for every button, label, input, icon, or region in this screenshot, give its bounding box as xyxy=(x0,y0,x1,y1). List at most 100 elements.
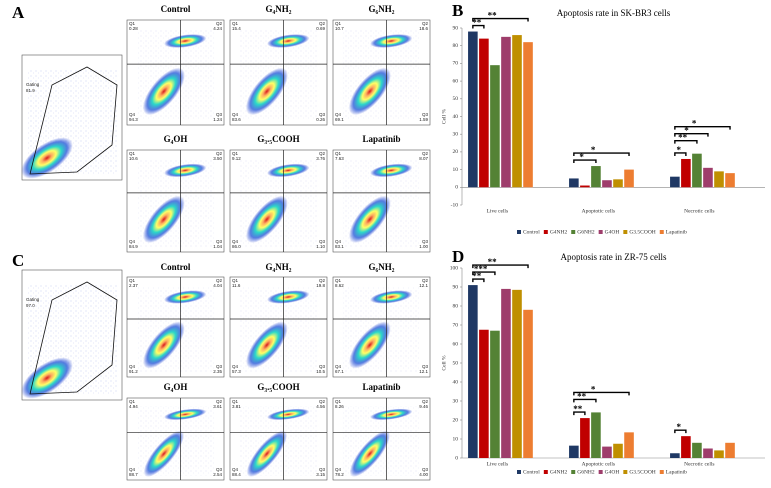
quadrant-name: Q4 xyxy=(129,364,136,369)
bar xyxy=(602,446,612,458)
quadrant-value: 12.1 xyxy=(419,283,428,288)
legend-swatch xyxy=(623,230,628,234)
significance-label: * xyxy=(692,119,697,129)
quadrant-name: Q4 xyxy=(335,364,342,369)
significance-label: * xyxy=(676,145,681,155)
bar xyxy=(624,432,634,458)
quadrant-name: Q2 xyxy=(422,399,429,404)
gating-value: 81.9 xyxy=(26,88,35,93)
quadrant-value: 9.46 xyxy=(419,404,428,409)
significance-label: * xyxy=(591,145,596,155)
quadrant-name: Q2 xyxy=(216,278,223,283)
cell-cluster xyxy=(267,163,310,178)
x-tick-label: Apoptotic cells xyxy=(582,208,615,214)
quadrant-name: Q3 xyxy=(422,467,429,472)
legend-swatch xyxy=(659,470,664,474)
y-tick-label: 50 xyxy=(453,96,459,102)
bar xyxy=(613,443,623,458)
bar xyxy=(681,436,691,458)
significance-bracket xyxy=(674,132,709,137)
plot-title: G₄OH xyxy=(164,134,188,144)
quadrant-name: Q1 xyxy=(232,151,239,156)
bar xyxy=(714,450,724,458)
plot-title: G₄NH₂ xyxy=(266,262,292,272)
cell-cluster xyxy=(164,408,207,421)
plot-title: G₆NH₂ xyxy=(369,262,395,272)
quadrant-name: Q3 xyxy=(422,239,429,244)
quadrant-name: Q2 xyxy=(319,399,326,404)
quadrant-value: 83.6 xyxy=(232,117,241,122)
plot-title: Lapatinib xyxy=(362,382,400,392)
quadrant-value: 7.63 xyxy=(335,156,344,161)
significance-bracket xyxy=(573,159,597,164)
quadrant-name: Q4 xyxy=(232,467,239,472)
legend-swatch xyxy=(571,230,576,234)
bar xyxy=(490,65,500,188)
legend-label: Control xyxy=(523,469,540,475)
quadrant-value: 0.26 xyxy=(316,117,325,122)
quadrant-name: Q1 xyxy=(129,278,136,283)
quadrant-value: 2.37 xyxy=(129,283,138,288)
quadrant-value: 11.6 xyxy=(232,283,241,288)
significance-bracket xyxy=(573,411,586,416)
legend-label: G4OH xyxy=(605,469,620,475)
x-tick-label: Apoptotic cells xyxy=(582,461,615,467)
cell-cluster xyxy=(246,430,288,477)
legend-swatch xyxy=(623,470,628,474)
quadrant-value: 84.9 xyxy=(129,244,138,249)
y-tick-label: 80 xyxy=(453,43,459,49)
quadrant-name: Q1 xyxy=(232,399,239,404)
quadrant-name: Q4 xyxy=(129,112,136,117)
quadrant-name: Q3 xyxy=(422,364,429,369)
significance-bracket xyxy=(674,139,698,144)
gating-value: 97.0 xyxy=(26,303,35,308)
quadrant-name: Q3 xyxy=(422,112,429,117)
bar xyxy=(725,173,735,188)
significance-bracket xyxy=(674,152,687,156)
cell-cluster xyxy=(267,34,310,48)
gate xyxy=(29,281,118,395)
quadrant-value: 8.07 xyxy=(419,156,428,161)
legend-swatch xyxy=(543,470,548,474)
legend-swatch xyxy=(543,230,548,234)
quadrant-value: 8.62 xyxy=(335,283,344,288)
legend-label: Lapatinib xyxy=(666,469,687,475)
bar xyxy=(580,418,590,458)
legend-swatch xyxy=(571,470,576,474)
legend-label: G6NH2 xyxy=(577,469,595,475)
quadrant-value: 1.24 xyxy=(213,117,222,122)
quadrant-value: 3.61 xyxy=(213,404,222,409)
quadrant-value: 3.76 xyxy=(316,156,325,161)
cell-cluster xyxy=(245,195,288,243)
bar xyxy=(512,35,522,188)
gate xyxy=(29,66,118,175)
quadrant-name: Q1 xyxy=(335,151,342,156)
bar xyxy=(613,179,623,188)
bar xyxy=(501,288,511,458)
quadrant-value: 0.28 xyxy=(129,26,138,31)
quadrant-value: 94.3 xyxy=(129,117,138,122)
bar xyxy=(692,153,702,188)
quadrant-value: 2.54 xyxy=(213,472,222,477)
significance-label: * xyxy=(676,422,681,432)
quadrant-name: Q1 xyxy=(129,399,136,404)
bar xyxy=(670,176,680,188)
y-tick-label: 70 xyxy=(453,322,459,328)
cell-cluster xyxy=(21,137,73,179)
quadrant-name: Q3 xyxy=(319,467,326,472)
quadrant-value: 3.15 xyxy=(316,472,325,477)
quadrant-name: Q1 xyxy=(335,21,342,26)
cell-cluster xyxy=(370,408,413,421)
legend-label: Control xyxy=(523,229,540,235)
quadrant-name: Q3 xyxy=(216,112,223,117)
y-tick-label: 30 xyxy=(453,398,459,404)
quadrant-name: Q2 xyxy=(216,399,223,404)
bar xyxy=(479,329,489,458)
plot-title: G₃.₅COOH xyxy=(257,134,299,144)
significance-label: ** xyxy=(472,271,482,281)
quadrant-name: Q2 xyxy=(319,151,326,156)
quadrant-value: 1.04 xyxy=(213,244,222,249)
x-tick-label: Necrotic cells xyxy=(684,208,714,214)
quadrant-value: 88.4 xyxy=(232,472,241,477)
quadrant-name: Q2 xyxy=(216,151,223,156)
